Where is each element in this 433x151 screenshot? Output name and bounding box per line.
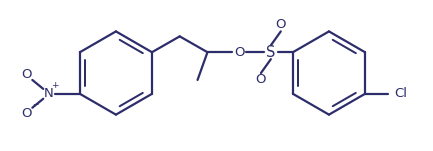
Text: N: N <box>43 87 53 100</box>
Text: Cl: Cl <box>395 87 408 100</box>
Text: −: − <box>32 100 39 109</box>
Text: S: S <box>266 45 275 60</box>
Text: O: O <box>234 46 244 59</box>
Text: O: O <box>21 67 32 80</box>
Text: O: O <box>275 18 286 31</box>
Text: O: O <box>256 73 266 87</box>
Text: +: + <box>52 81 59 90</box>
Text: O: O <box>21 107 32 120</box>
